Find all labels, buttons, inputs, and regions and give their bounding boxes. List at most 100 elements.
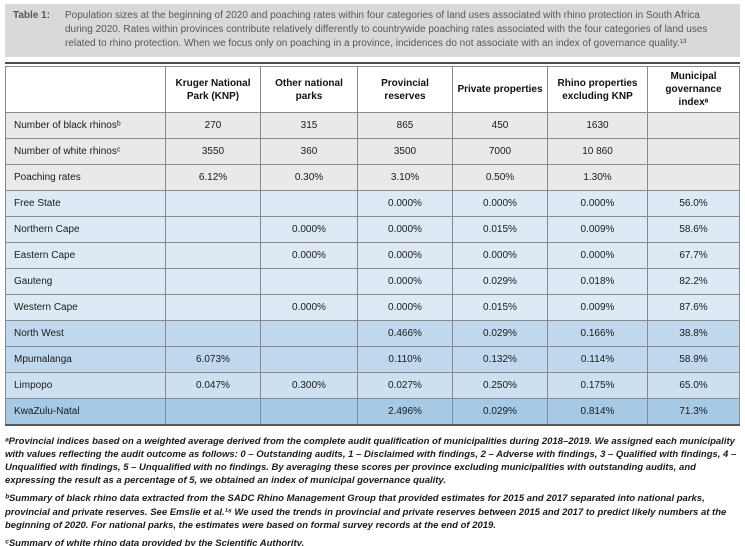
table-cell: 315 xyxy=(260,112,358,139)
table-row: Poaching rates 6.12% 0.30% 3.10% 0.50% 1.30% xyxy=(5,164,740,191)
table-cell xyxy=(260,398,358,425)
table-cell xyxy=(165,216,261,243)
table-cell: 87.6% xyxy=(647,294,740,321)
table-cell: 10 860 xyxy=(547,138,648,165)
column-header-rhino-excl-knp: Rhino properties excluding KNP xyxy=(547,66,648,113)
table-caption: Table 1: Population sizes at the beginni… xyxy=(5,4,740,57)
table-cell: 450 xyxy=(452,112,548,139)
column-header-knp: Kruger National Park (KNP) xyxy=(165,66,261,113)
table-cell: 0.114% xyxy=(547,346,648,373)
table-cell: 0.110% xyxy=(357,346,453,373)
footnote-b: ᵇSummary of black rhino data extracted f… xyxy=(5,493,727,531)
table-cell: 6.073% xyxy=(165,346,261,373)
column-header-empty xyxy=(5,66,166,113)
table-cell: 1630 xyxy=(547,112,648,139)
table-cell: 0.047% xyxy=(165,372,261,399)
table-cell: 0.018% xyxy=(547,268,648,295)
table-caption-label: Table 1: xyxy=(13,10,51,21)
table-cell: 0.029% xyxy=(452,320,548,347)
table-row: Number of white rhinosᶜ 3550 360 3500 7000 10… xyxy=(5,138,740,165)
column-header-private: Private properties xyxy=(452,66,548,113)
table-cell xyxy=(165,398,261,425)
table-cell: 0.250% xyxy=(452,372,548,399)
table-cell xyxy=(165,242,261,269)
rhino-poaching-table: Kruger National Park (KNP) Other nationa… xyxy=(5,66,740,426)
table-cell: 0.000% xyxy=(357,268,453,295)
row-label: Number of black rhinosᵇ xyxy=(5,112,166,139)
table-cell: 0.814% xyxy=(547,398,648,425)
table-cell: 0.000% xyxy=(357,216,453,243)
table-row: Number of black rhinosᵇ 270 315 865 450 1630 xyxy=(5,112,740,139)
table-cell: 865 xyxy=(357,112,453,139)
table-cell: 0.175% xyxy=(547,372,648,399)
table-cell: 0.166% xyxy=(547,320,648,347)
table-cell: 0.029% xyxy=(452,398,548,425)
table-cell: 0.000% xyxy=(260,216,358,243)
table-cell: 71.3% xyxy=(647,398,740,425)
table-row: Gauteng 0.000% 0.029% 0.018% 82.2% xyxy=(5,268,740,295)
table-cell: 0.000% xyxy=(547,190,648,217)
table-row: Eastern Cape 0.000% 0.000% 0.000% 0.000% 67.7… xyxy=(5,242,740,269)
table-row: Free State 0.000% 0.000% 0.000% 56.0% xyxy=(5,190,740,217)
table-cell: 3500 xyxy=(357,138,453,165)
footnotes: ᵃProvincial indices based on a weighted … xyxy=(5,435,740,546)
table-cell: 0.000% xyxy=(452,242,548,269)
table-cell: 0.009% xyxy=(547,216,648,243)
table-cell: 0.000% xyxy=(260,242,358,269)
table-cell: 0.029% xyxy=(452,268,548,295)
table-cell: 38.8% xyxy=(647,320,740,347)
table-row: Mpumalanga 6.073% 0.110% 0.132% 0.114% 58.9% xyxy=(5,346,740,373)
column-header-governance-index: Municipal governance indexᵃ xyxy=(647,66,740,113)
row-label: Free State xyxy=(5,190,166,217)
table-row: KwaZulu-Natal 2.496% 0.029% 0.814% 71.3% xyxy=(5,398,740,425)
table-cell xyxy=(165,294,261,321)
column-header-other-parks: Other national parks xyxy=(260,66,358,113)
table-cell: 0.015% xyxy=(452,294,548,321)
table-cell xyxy=(165,190,261,217)
table-cell: 0.50% xyxy=(452,164,548,191)
table-cell: 360 xyxy=(260,138,358,165)
table-cell: 0.000% xyxy=(452,190,548,217)
table-cell: 0.009% xyxy=(547,294,648,321)
row-label: Mpumalanga xyxy=(5,346,166,373)
table-cell xyxy=(647,112,740,139)
table-cell xyxy=(260,190,358,217)
table-cell: 0.000% xyxy=(547,242,648,269)
table-cell xyxy=(260,268,358,295)
table-cell: 0.300% xyxy=(260,372,358,399)
row-label: Western Cape xyxy=(5,294,166,321)
table-cell: 3.10% xyxy=(357,164,453,191)
table-cell: 270 xyxy=(165,112,261,139)
table-cell xyxy=(647,138,740,165)
table-cell: 0.000% xyxy=(357,294,453,321)
row-label: North West xyxy=(5,320,166,347)
table-cell xyxy=(647,164,740,191)
table-header: Kruger National Park (KNP) Other nationa… xyxy=(5,66,740,113)
footnote-c: ᶜSummary of white rhino data provided by… xyxy=(5,537,305,546)
table-caption-text: Population sizes at the beginning of 202… xyxy=(65,10,708,49)
table-cell: 82.2% xyxy=(647,268,740,295)
row-label: Eastern Cape xyxy=(5,242,166,269)
row-label: Gauteng xyxy=(5,268,166,295)
table-cell xyxy=(165,320,261,347)
table-cell: 0.000% xyxy=(357,190,453,217)
table-cell: 0.132% xyxy=(452,346,548,373)
table-cell: 0.000% xyxy=(357,242,453,269)
table-cell: 1.30% xyxy=(547,164,648,191)
table-body: Number of black rhinosᵇ 270 315 865 450 1630 N… xyxy=(5,112,740,425)
table-cell: 58.6% xyxy=(647,216,740,243)
row-label: Limpopo xyxy=(5,372,166,399)
table-row: Limpopo 0.047% 0.300% 0.027% 0.250% 0.175% 65.… xyxy=(5,372,740,399)
table-cell: 0.000% xyxy=(260,294,358,321)
row-label: KwaZulu-Natal xyxy=(5,398,166,425)
table-cell xyxy=(260,346,358,373)
table-cell: 56.0% xyxy=(647,190,740,217)
row-label: Poaching rates xyxy=(5,164,166,191)
table-cell: 0.30% xyxy=(260,164,358,191)
table-cell: 2.496% xyxy=(357,398,453,425)
table-cell: 6.12% xyxy=(165,164,261,191)
table-cell: 58.9% xyxy=(647,346,740,373)
table-cell: 0.027% xyxy=(357,372,453,399)
table-row: North West 0.466% 0.029% 0.166% 38.8% xyxy=(5,320,740,347)
table-cell xyxy=(165,268,261,295)
